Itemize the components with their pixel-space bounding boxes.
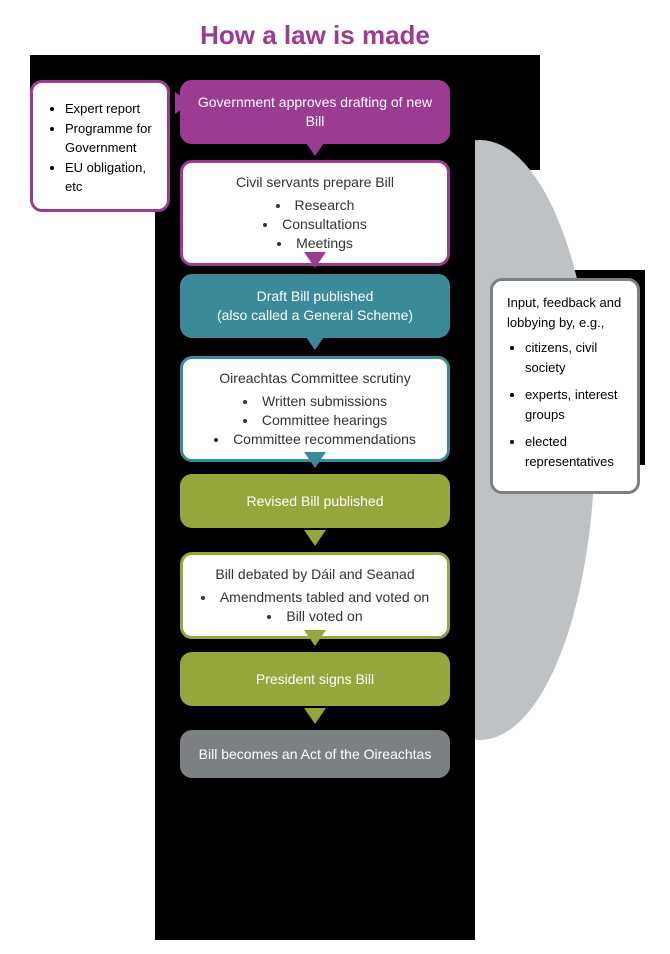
step-bullet: Consultations xyxy=(197,215,433,234)
flow-arrow xyxy=(304,252,326,268)
step-bullet: Committee hearings xyxy=(197,411,433,430)
step-scrutiny: Oireachtas Committee scrutiny Written sub… xyxy=(180,356,450,462)
inputs-box: Expert reportProgramme for GovernmentEU … xyxy=(30,80,170,212)
step-bullet: Bill voted on xyxy=(197,607,433,626)
step-title: Government approves drafting of new Bill xyxy=(197,93,433,131)
step-draft: Draft Bill published(also called a Gener… xyxy=(180,274,450,338)
step-bullet: Written submissions xyxy=(197,392,433,411)
step-approve: Government approves drafting of new Bill xyxy=(180,80,450,144)
feedback-item: citizens, civil society xyxy=(525,338,623,377)
step-title: President signs Bill xyxy=(197,670,433,689)
step-title: Revised Bill published xyxy=(197,492,433,511)
inputs-item: Programme for Government xyxy=(65,119,153,158)
step-title: Bill becomes an Act of the Oireachtas xyxy=(197,745,433,764)
inputs-item: EU obligation, etc xyxy=(65,158,153,197)
flow-arrow xyxy=(304,630,326,646)
step-debated: Bill debated by Dáil and Seanad Amendment… xyxy=(180,552,450,639)
flow-arrow xyxy=(304,452,326,468)
step-bullet: Research xyxy=(197,196,433,215)
step-president: President signs Bill xyxy=(180,652,450,706)
inputs-item: Expert report xyxy=(65,99,153,119)
step-bullet: Meetings xyxy=(197,234,433,253)
step-title: Civil servants prepare Bill xyxy=(197,173,433,192)
feedback-box: Input, feedback and lobbying by, e.g., c… xyxy=(490,278,640,494)
diagram-title: How a law is made xyxy=(155,20,475,51)
step-title: Draft Bill published xyxy=(197,287,433,306)
flow-arrow xyxy=(304,140,326,156)
step-title: Oireachtas Committee scrutiny xyxy=(197,369,433,388)
flow-arrow xyxy=(304,530,326,546)
step-act: Bill becomes an Act of the Oireachtas xyxy=(180,730,450,778)
flow-arrow xyxy=(304,334,326,350)
flow-arrow xyxy=(304,708,326,724)
step-bullet: Committee recommendations xyxy=(197,430,433,449)
step-title: Bill debated by Dáil and Seanad xyxy=(197,565,433,584)
step-subtitle: (also called a General Scheme) xyxy=(197,306,433,325)
feedback-lead: Input, feedback and lobbying by, e.g., xyxy=(507,293,623,332)
step-prepare: Civil servants prepare Bill ResearchConsu… xyxy=(180,160,450,266)
step-bullet: Amendments tabled and voted on xyxy=(197,588,433,607)
step-revised: Revised Bill published xyxy=(180,474,450,528)
feedback-item: elected representatives xyxy=(525,432,623,471)
feedback-item: experts, interest groups xyxy=(525,385,623,424)
